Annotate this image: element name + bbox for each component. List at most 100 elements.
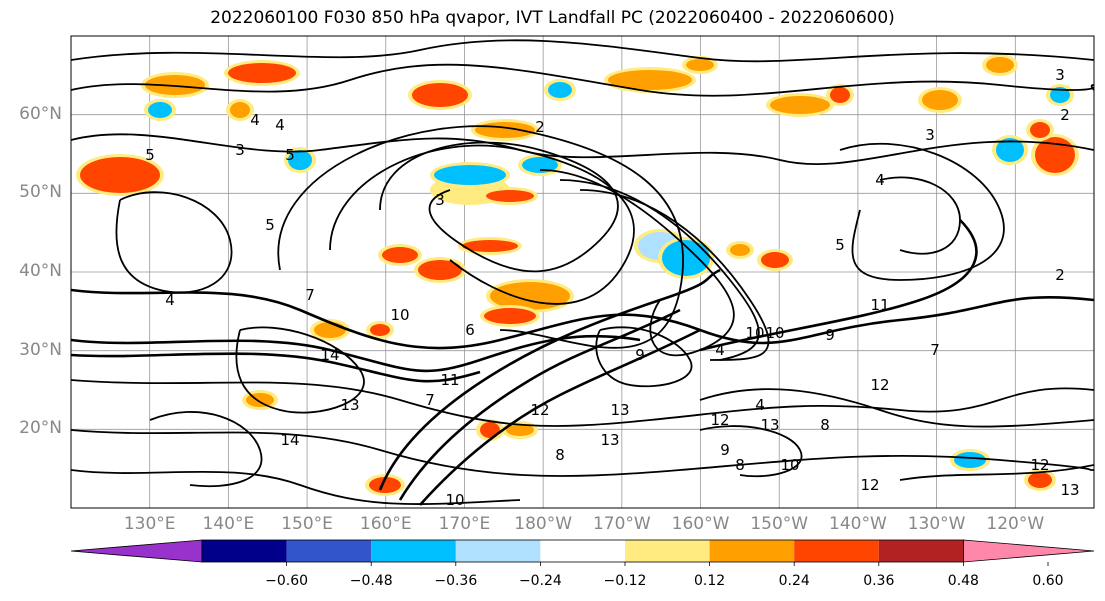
- colorbar-segment: [202, 540, 287, 562]
- colorbar: [70, 539, 1095, 566]
- map-title: 2022060100 F030 850 hPa qvapor, IVT Land…: [210, 8, 895, 28]
- anomaly-patch: [954, 452, 986, 468]
- colorbar-extend-low: [70, 539, 203, 563]
- colorbar-segment: [286, 540, 372, 562]
- anomaly-patch: [522, 157, 558, 173]
- contour-label: 9: [635, 346, 645, 364]
- longitude-label: 130°W: [907, 514, 966, 534]
- anomaly-patch: [484, 308, 536, 324]
- colorbar-tick-label: −0.48: [349, 573, 393, 589]
- colorbar-tick-label: −0.60: [265, 573, 309, 589]
- anomaly-patch: [922, 90, 958, 110]
- anomaly-patch: [830, 87, 850, 103]
- anomaly-patch: [1030, 122, 1050, 138]
- contour-label: 8: [555, 446, 565, 464]
- contour-label: 6: [465, 321, 475, 339]
- anomaly-patch: [662, 240, 710, 276]
- contour-line: [71, 429, 1094, 477]
- contour-label: 9: [825, 326, 835, 344]
- contour-label: 7: [425, 391, 435, 409]
- anomaly-patch: [548, 82, 572, 98]
- contour-line: [235, 326, 365, 414]
- anomaly-patch: [475, 122, 535, 138]
- contour-label: 7: [930, 341, 940, 359]
- contour-label: 2: [535, 118, 545, 136]
- longitude-label: 150°E: [281, 514, 333, 534]
- contour-line: [71, 39, 1094, 63]
- latitude-label: 40°N: [19, 261, 62, 281]
- colorbar-segment: [709, 540, 795, 562]
- contour-label: 13: [760, 416, 779, 434]
- latitude-label: 60°N: [19, 103, 62, 124]
- contour-line: [579, 189, 770, 361]
- contour-line: [699, 425, 803, 478]
- contour-label: 14: [320, 346, 339, 364]
- colorbar-tick-label: −0.12: [603, 573, 647, 589]
- contour-line: [71, 63, 1094, 97]
- contour-label: 10: [780, 456, 799, 474]
- contour-label: 5: [265, 216, 275, 234]
- contour-label: 8: [735, 456, 745, 474]
- anomaly-patch: [148, 102, 172, 118]
- colorbar-tick-label: 0.60: [1032, 573, 1064, 589]
- contour-label: 4: [165, 291, 175, 309]
- anomaly-patch: [228, 63, 296, 83]
- colorbar-tick-label: 0.48: [947, 573, 979, 589]
- anomaly-patch: [506, 424, 534, 436]
- contour-label: 12: [870, 376, 889, 394]
- anomaly-patch: [996, 138, 1024, 162]
- contour-label: 3: [435, 191, 445, 209]
- contour-lines: [71, 39, 1094, 506]
- contour-line: [699, 219, 978, 352]
- anomaly-patch: [434, 165, 506, 185]
- anomaly-patch: [370, 324, 390, 336]
- contour-line: [398, 308, 681, 501]
- map-frame: [70, 35, 1095, 509]
- anomaly-patch: [80, 157, 160, 193]
- anomaly-patch: [761, 252, 789, 268]
- contour-label: 4: [755, 396, 765, 414]
- contour-line: [115, 191, 233, 294]
- colorbar-segment: [371, 540, 456, 562]
- colorbar-tick-label: 0.36: [863, 573, 895, 589]
- contour-label: 3: [925, 126, 935, 144]
- contour-label: 13: [1060, 481, 1079, 499]
- contour-label: 12: [1030, 456, 1049, 474]
- contour-line: [419, 328, 701, 506]
- contour-label: 10: [390, 306, 409, 324]
- contour-label: 13: [600, 431, 619, 449]
- longitude-label: 160°W: [671, 514, 730, 534]
- colorbar-tick-label: 0.24: [778, 573, 810, 589]
- anomaly-patch: [462, 240, 518, 252]
- colorbar-segment: [455, 540, 541, 562]
- contour-label: 13: [340, 396, 359, 414]
- contour-line: [378, 268, 721, 491]
- contour-label: 8: [820, 416, 830, 434]
- longitude-label: 150°W: [750, 514, 809, 534]
- contour-label: 12: [710, 411, 729, 429]
- anomaly-patch: [986, 57, 1014, 73]
- contour-line: [149, 411, 263, 488]
- anomaly-patch: [230, 102, 250, 118]
- longitude-label: 120°W: [986, 514, 1045, 534]
- colorbar-frame: [201, 539, 964, 563]
- longitude-label: 140°W: [829, 514, 887, 534]
- contour-label: 12: [860, 476, 879, 494]
- colorbar-segment: [794, 540, 879, 562]
- contour-label: 4: [715, 341, 725, 359]
- contour-label: 14: [280, 431, 299, 449]
- colorbar-segment: [625, 540, 710, 562]
- contour-line: [71, 379, 1094, 427]
- contour-label: 10: [765, 324, 784, 342]
- contour-line: [899, 464, 1094, 481]
- longitude-label: 170°E: [438, 514, 491, 534]
- contour-label: 4: [250, 111, 260, 129]
- contour-label: 5: [145, 146, 155, 164]
- contour-label: 2: [1055, 266, 1065, 284]
- anomaly-patch: [418, 260, 462, 280]
- contour-line: [839, 142, 1005, 281]
- colorbar-tick-label: 0.12: [694, 573, 726, 589]
- anomaly-patch: [145, 75, 205, 95]
